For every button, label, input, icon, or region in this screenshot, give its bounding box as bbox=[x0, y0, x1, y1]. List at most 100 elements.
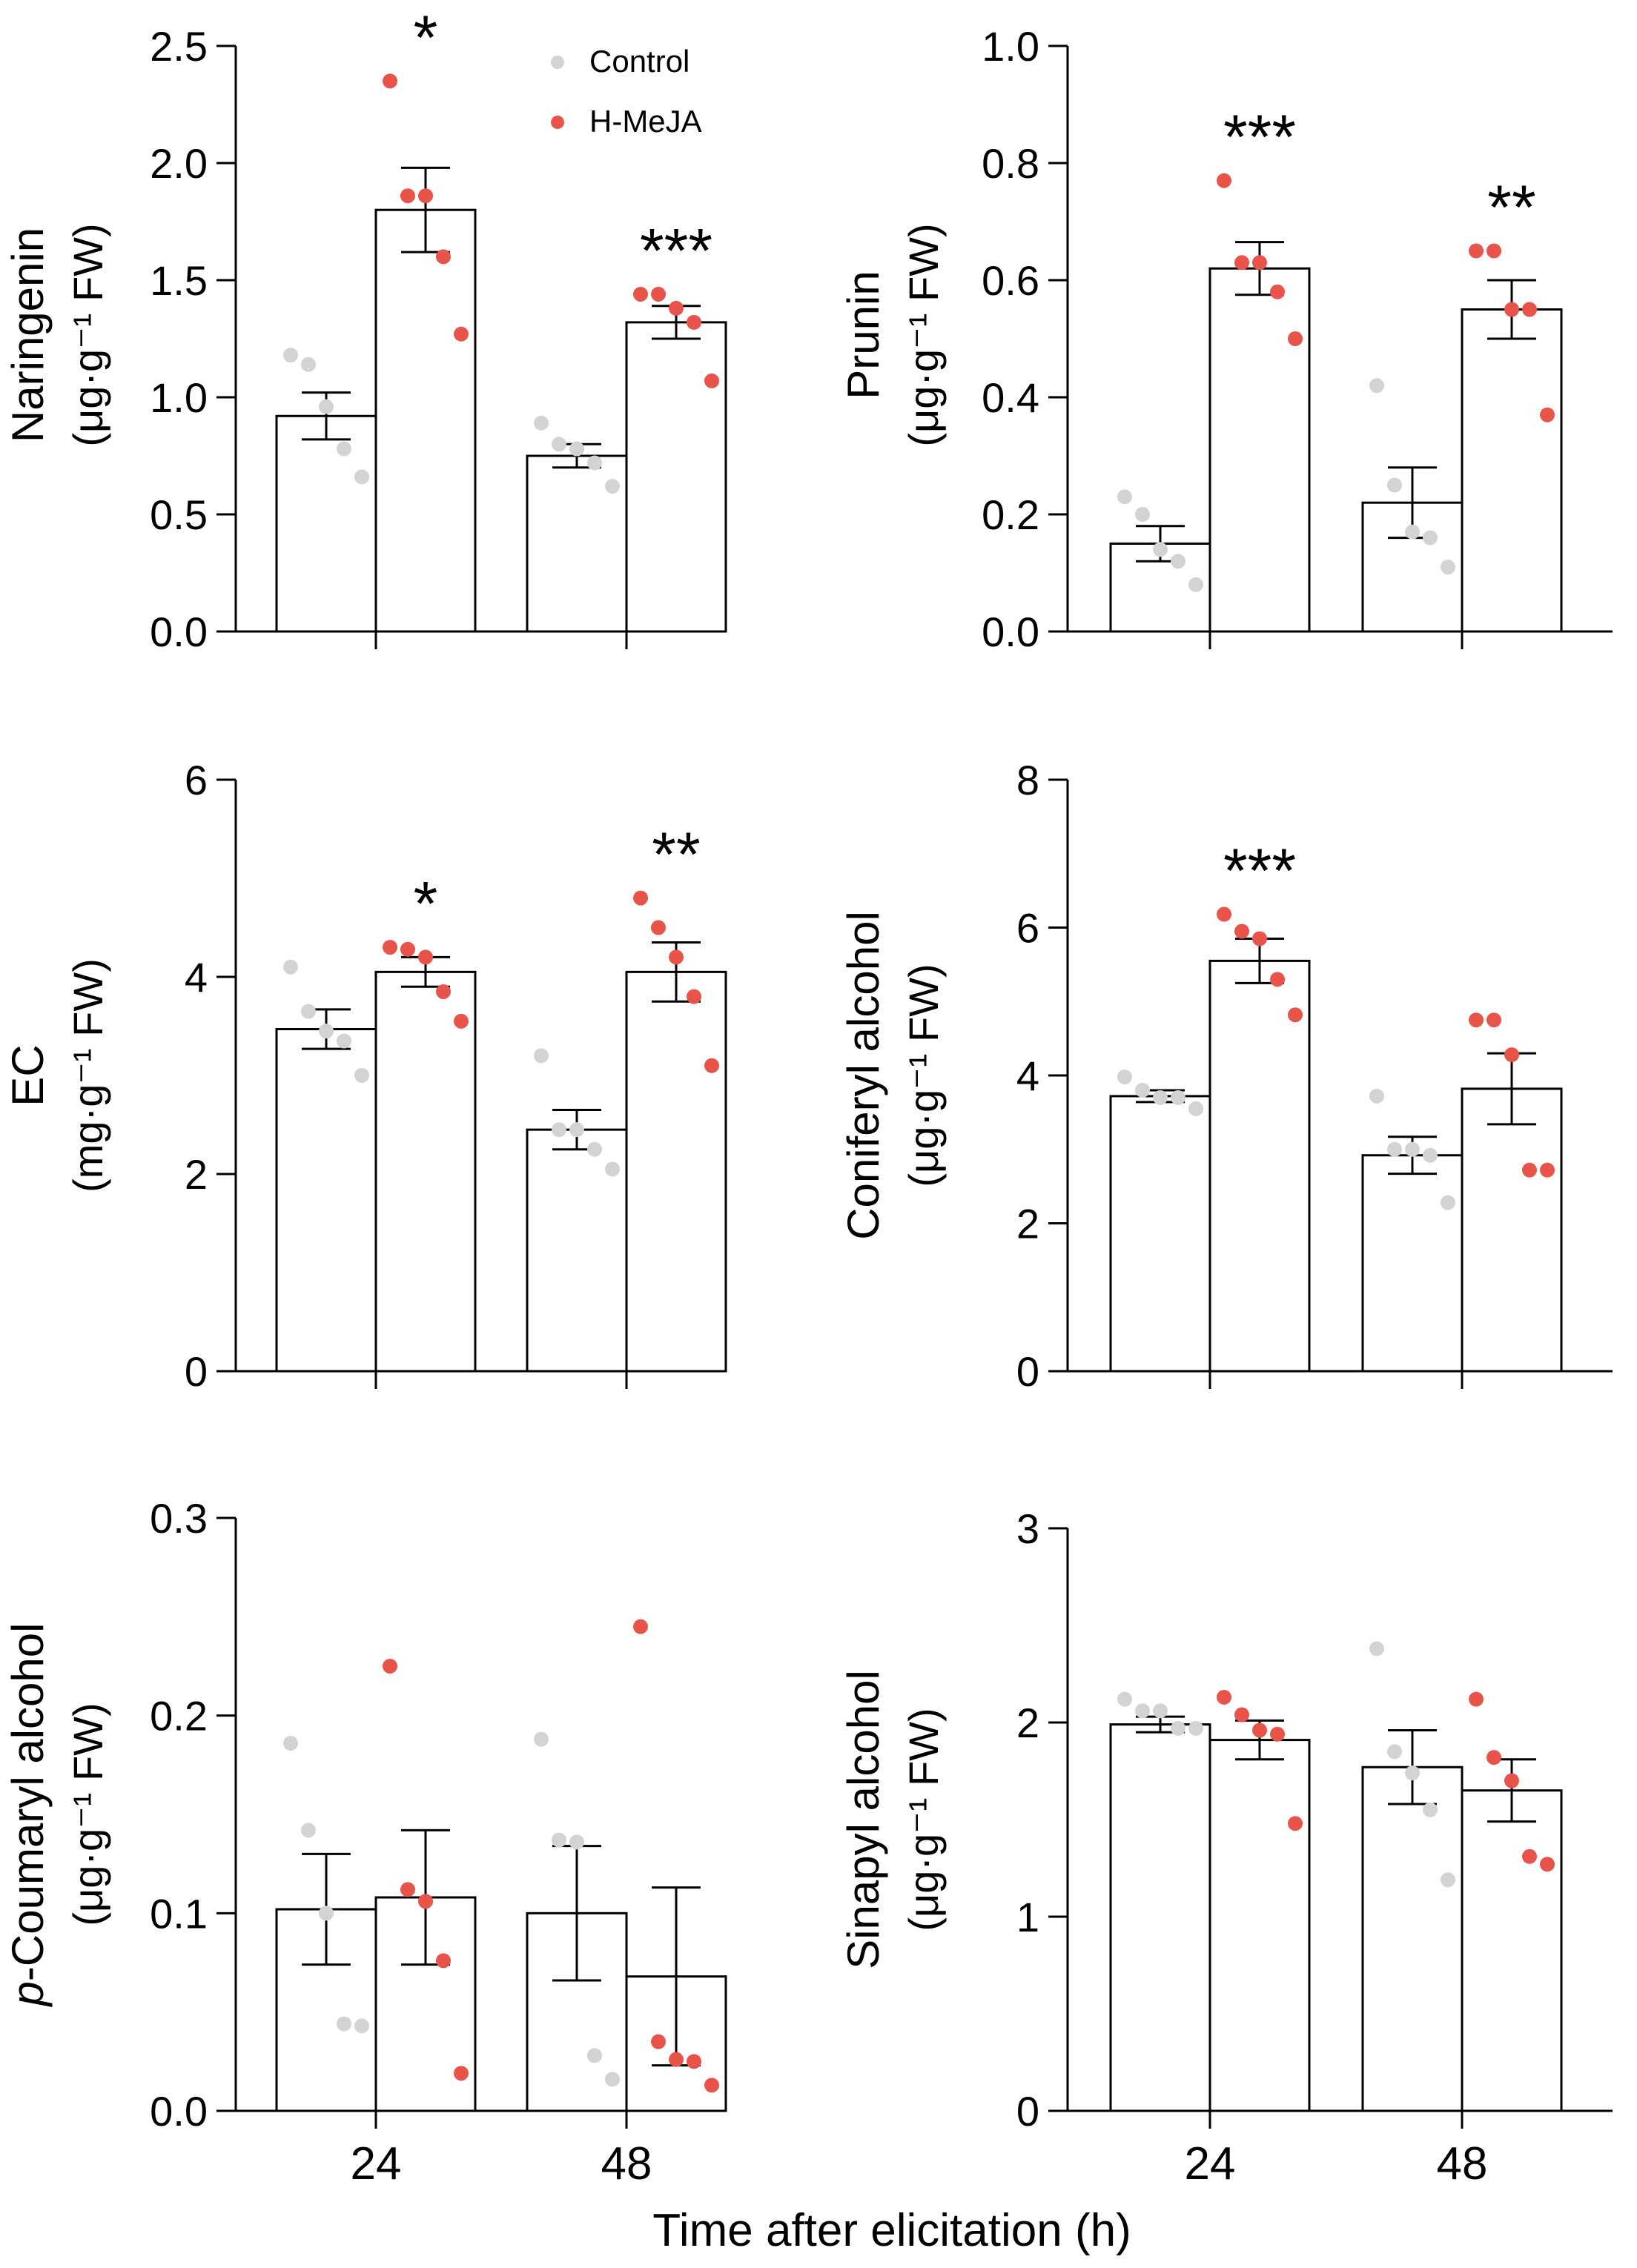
point-control bbox=[1188, 1101, 1203, 1116]
y-tick-label: 0.0 bbox=[150, 609, 208, 655]
point-control bbox=[534, 1731, 549, 1747]
point-control bbox=[534, 1048, 549, 1064]
point-control bbox=[337, 2016, 351, 2032]
point-hmeja bbox=[383, 1659, 397, 1674]
y-tick-label: 4 bbox=[1016, 1052, 1039, 1099]
bar-hmeja-48h bbox=[1461, 1087, 1563, 1373]
bar-hmeja-24h bbox=[374, 970, 477, 1373]
y-axis-unit: (μg·g⁻¹ FW) bbox=[900, 223, 947, 446]
y-tick-label: 0.2 bbox=[982, 491, 1039, 538]
bar-hmeja-24h bbox=[1208, 267, 1311, 633]
point-control bbox=[319, 1024, 334, 1039]
y-tick-label: 0 bbox=[185, 1348, 208, 1395]
bar-control-48h bbox=[1361, 1154, 1464, 1373]
point-hmeja bbox=[1469, 1012, 1484, 1028]
panel-naringenin: 0.0 0.5 1.0 1.5 2.0 2.5 Naringenin (μg·g⁻¹ FW) *… bbox=[3, 2, 727, 655]
point-control bbox=[569, 1122, 584, 1138]
point-hmeja bbox=[1217, 173, 1231, 188]
point-control bbox=[283, 959, 298, 975]
y-tick-label: 0.1 bbox=[150, 1890, 208, 1937]
legend-marker-control bbox=[551, 56, 564, 69]
significance-marker: *** bbox=[1223, 836, 1296, 906]
y-tick-label: 0 bbox=[1016, 1348, 1039, 1395]
point-hmeja bbox=[669, 300, 684, 316]
point-hmeja bbox=[651, 920, 666, 935]
point-control bbox=[605, 2072, 620, 2087]
y-tick-label: 0.2 bbox=[150, 1693, 208, 1740]
point-hmeja bbox=[669, 2052, 684, 2067]
point-control bbox=[1405, 1765, 1420, 1781]
point-hmeja bbox=[1288, 331, 1303, 346]
y-axis-label: Naringenin bbox=[3, 228, 53, 442]
bar-hmeja-24h bbox=[374, 208, 477, 633]
point-hmeja bbox=[436, 249, 451, 265]
bar-control-48h bbox=[1361, 1765, 1464, 2112]
y-tick-label: 1 bbox=[1016, 1894, 1039, 1940]
point-hmeja bbox=[687, 989, 701, 1004]
x-tick-label: 24 bbox=[351, 2138, 402, 2189]
point-control bbox=[1423, 1802, 1438, 1817]
point-hmeja bbox=[454, 326, 469, 342]
significance-marker: *** bbox=[1223, 102, 1296, 172]
legend-marker-hmeja bbox=[551, 116, 564, 129]
point-hmeja bbox=[1252, 255, 1267, 271]
point-control bbox=[1171, 1720, 1185, 1736]
y-axis-label: Prunin bbox=[839, 271, 888, 399]
panel-pcoumaryl: 0.0 0.1 0.2 0.3 p-Coumaryl alcohol (μg·g⁻¹ FW… bbox=[3, 1495, 727, 2189]
point-hmeja bbox=[400, 1882, 415, 1897]
point-control bbox=[1387, 1141, 1402, 1157]
point-hmeja bbox=[1540, 1857, 1555, 1872]
point-control bbox=[354, 1068, 369, 1083]
point-hmeja bbox=[1522, 1848, 1537, 1864]
point-hmeja bbox=[1288, 1816, 1303, 1831]
point-control bbox=[1153, 1090, 1168, 1105]
point-hmeja bbox=[1217, 906, 1231, 922]
y-axis-unit: (μg·g⁻¹ FW) bbox=[65, 1702, 111, 1926]
x-tick-label: 48 bbox=[1437, 2138, 1488, 2189]
significance-marker: ** bbox=[1487, 173, 1535, 242]
point-hmeja bbox=[669, 949, 684, 965]
point-hmeja bbox=[704, 373, 719, 388]
point-hmeja bbox=[1270, 972, 1285, 987]
bar-control-24h bbox=[1109, 1723, 1211, 2112]
legend-label-control: Control bbox=[589, 44, 689, 79]
y-tick-label: 0.6 bbox=[982, 257, 1039, 304]
point-control bbox=[1369, 378, 1384, 394]
y-axis-label: Coniferyl alcohol bbox=[839, 911, 888, 1240]
y-axis-unit: (μg·g⁻¹ FW) bbox=[900, 964, 947, 1187]
point-control bbox=[534, 415, 549, 431]
point-control bbox=[1423, 1147, 1438, 1163]
point-hmeja bbox=[1522, 302, 1537, 317]
point-hmeja bbox=[454, 1013, 469, 1029]
bar-control-24h bbox=[275, 414, 377, 633]
point-control bbox=[337, 1033, 351, 1049]
y-tick-label: 6 bbox=[1016, 905, 1039, 952]
y-tick-label: 0.0 bbox=[982, 609, 1039, 655]
panel-coniferyl: 0 2 4 6 8 Coniferyl alcohol (μg·g⁻¹ FW) *** bbox=[839, 757, 1613, 1395]
bar-hmeja-48h bbox=[1461, 1789, 1563, 2112]
point-hmeja bbox=[1288, 1007, 1303, 1023]
point-hmeja bbox=[651, 2034, 666, 2049]
bar-control-24h bbox=[275, 1027, 377, 1373]
bar-control-24h bbox=[1109, 1095, 1211, 1373]
point-control bbox=[605, 479, 620, 494]
point-hmeja bbox=[1504, 1773, 1519, 1788]
point-hmeja bbox=[1504, 1047, 1519, 1063]
point-hmeja bbox=[1469, 243, 1484, 259]
point-hmeja bbox=[633, 1619, 648, 1634]
point-control bbox=[1369, 1641, 1384, 1657]
point-hmeja bbox=[704, 1058, 719, 1073]
point-hmeja bbox=[687, 2054, 701, 2069]
point-hmeja bbox=[1217, 1689, 1231, 1705]
point-hmeja bbox=[1540, 1162, 1555, 1178]
y-tick-label: 2 bbox=[1016, 1201, 1039, 1247]
bar-hmeja-48h bbox=[625, 970, 727, 1373]
point-control bbox=[569, 441, 584, 457]
significance-marker: * bbox=[414, 869, 438, 938]
point-control bbox=[1387, 477, 1402, 493]
x-tick-label: 24 bbox=[1185, 2138, 1236, 2189]
point-control bbox=[1369, 1088, 1384, 1104]
y-tick-label: 0.4 bbox=[982, 374, 1039, 421]
point-hmeja bbox=[1234, 1707, 1249, 1722]
